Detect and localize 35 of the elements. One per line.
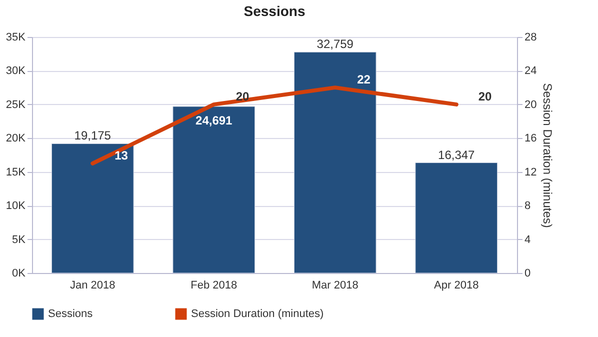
y-tick-label: 10K	[6, 200, 26, 212]
x-tick-label: Apr 2018	[434, 280, 479, 292]
x-tick-label: Jan 2018	[70, 280, 116, 292]
chart-title: Sessions	[244, 3, 306, 19]
y2-axis-title: Session Duration (minutes)	[540, 83, 555, 228]
y2-tick-label: 8	[524, 200, 531, 212]
data-label: 24,691	[196, 114, 233, 128]
bar	[294, 52, 376, 274]
x-tick-label: Mar 2018	[312, 280, 358, 292]
data-label: 20	[478, 89, 492, 104]
bar	[172, 106, 256, 274]
y-tick-label: 30K	[6, 65, 26, 78]
data-label: 19,175	[74, 128, 112, 143]
y2-tick-label: 0	[524, 268, 531, 280]
y-tick-label: 20K	[6, 132, 26, 145]
y2-tick-label: 12	[524, 166, 537, 178]
data-label: 13	[114, 148, 128, 162]
data-label: 32,759	[316, 37, 354, 52]
y2-tick-label: 24	[524, 65, 537, 78]
bar	[51, 143, 134, 274]
y2-tick-label: 28	[524, 32, 537, 44]
y-tick-label: 25K	[6, 98, 26, 111]
bar	[415, 162, 498, 274]
y2-tick-label: 16	[524, 132, 537, 145]
y-tick-label: 35K	[6, 32, 26, 44]
data-label: 16,347	[438, 148, 476, 162]
data-label: 22	[357, 72, 371, 87]
x-tick-label: Feb 2018	[190, 280, 238, 292]
legend-label: Sessions	[48, 308, 94, 320]
y-tick-label: 15K	[6, 166, 26, 178]
legend-label: Session Duration (minutes)	[191, 308, 324, 320]
y2-tick-label: 20	[524, 98, 537, 111]
y-tick-label: 5K	[12, 234, 26, 246]
y-tick-label: 0K	[12, 268, 26, 280]
y2-tick-label: 4	[524, 234, 531, 246]
